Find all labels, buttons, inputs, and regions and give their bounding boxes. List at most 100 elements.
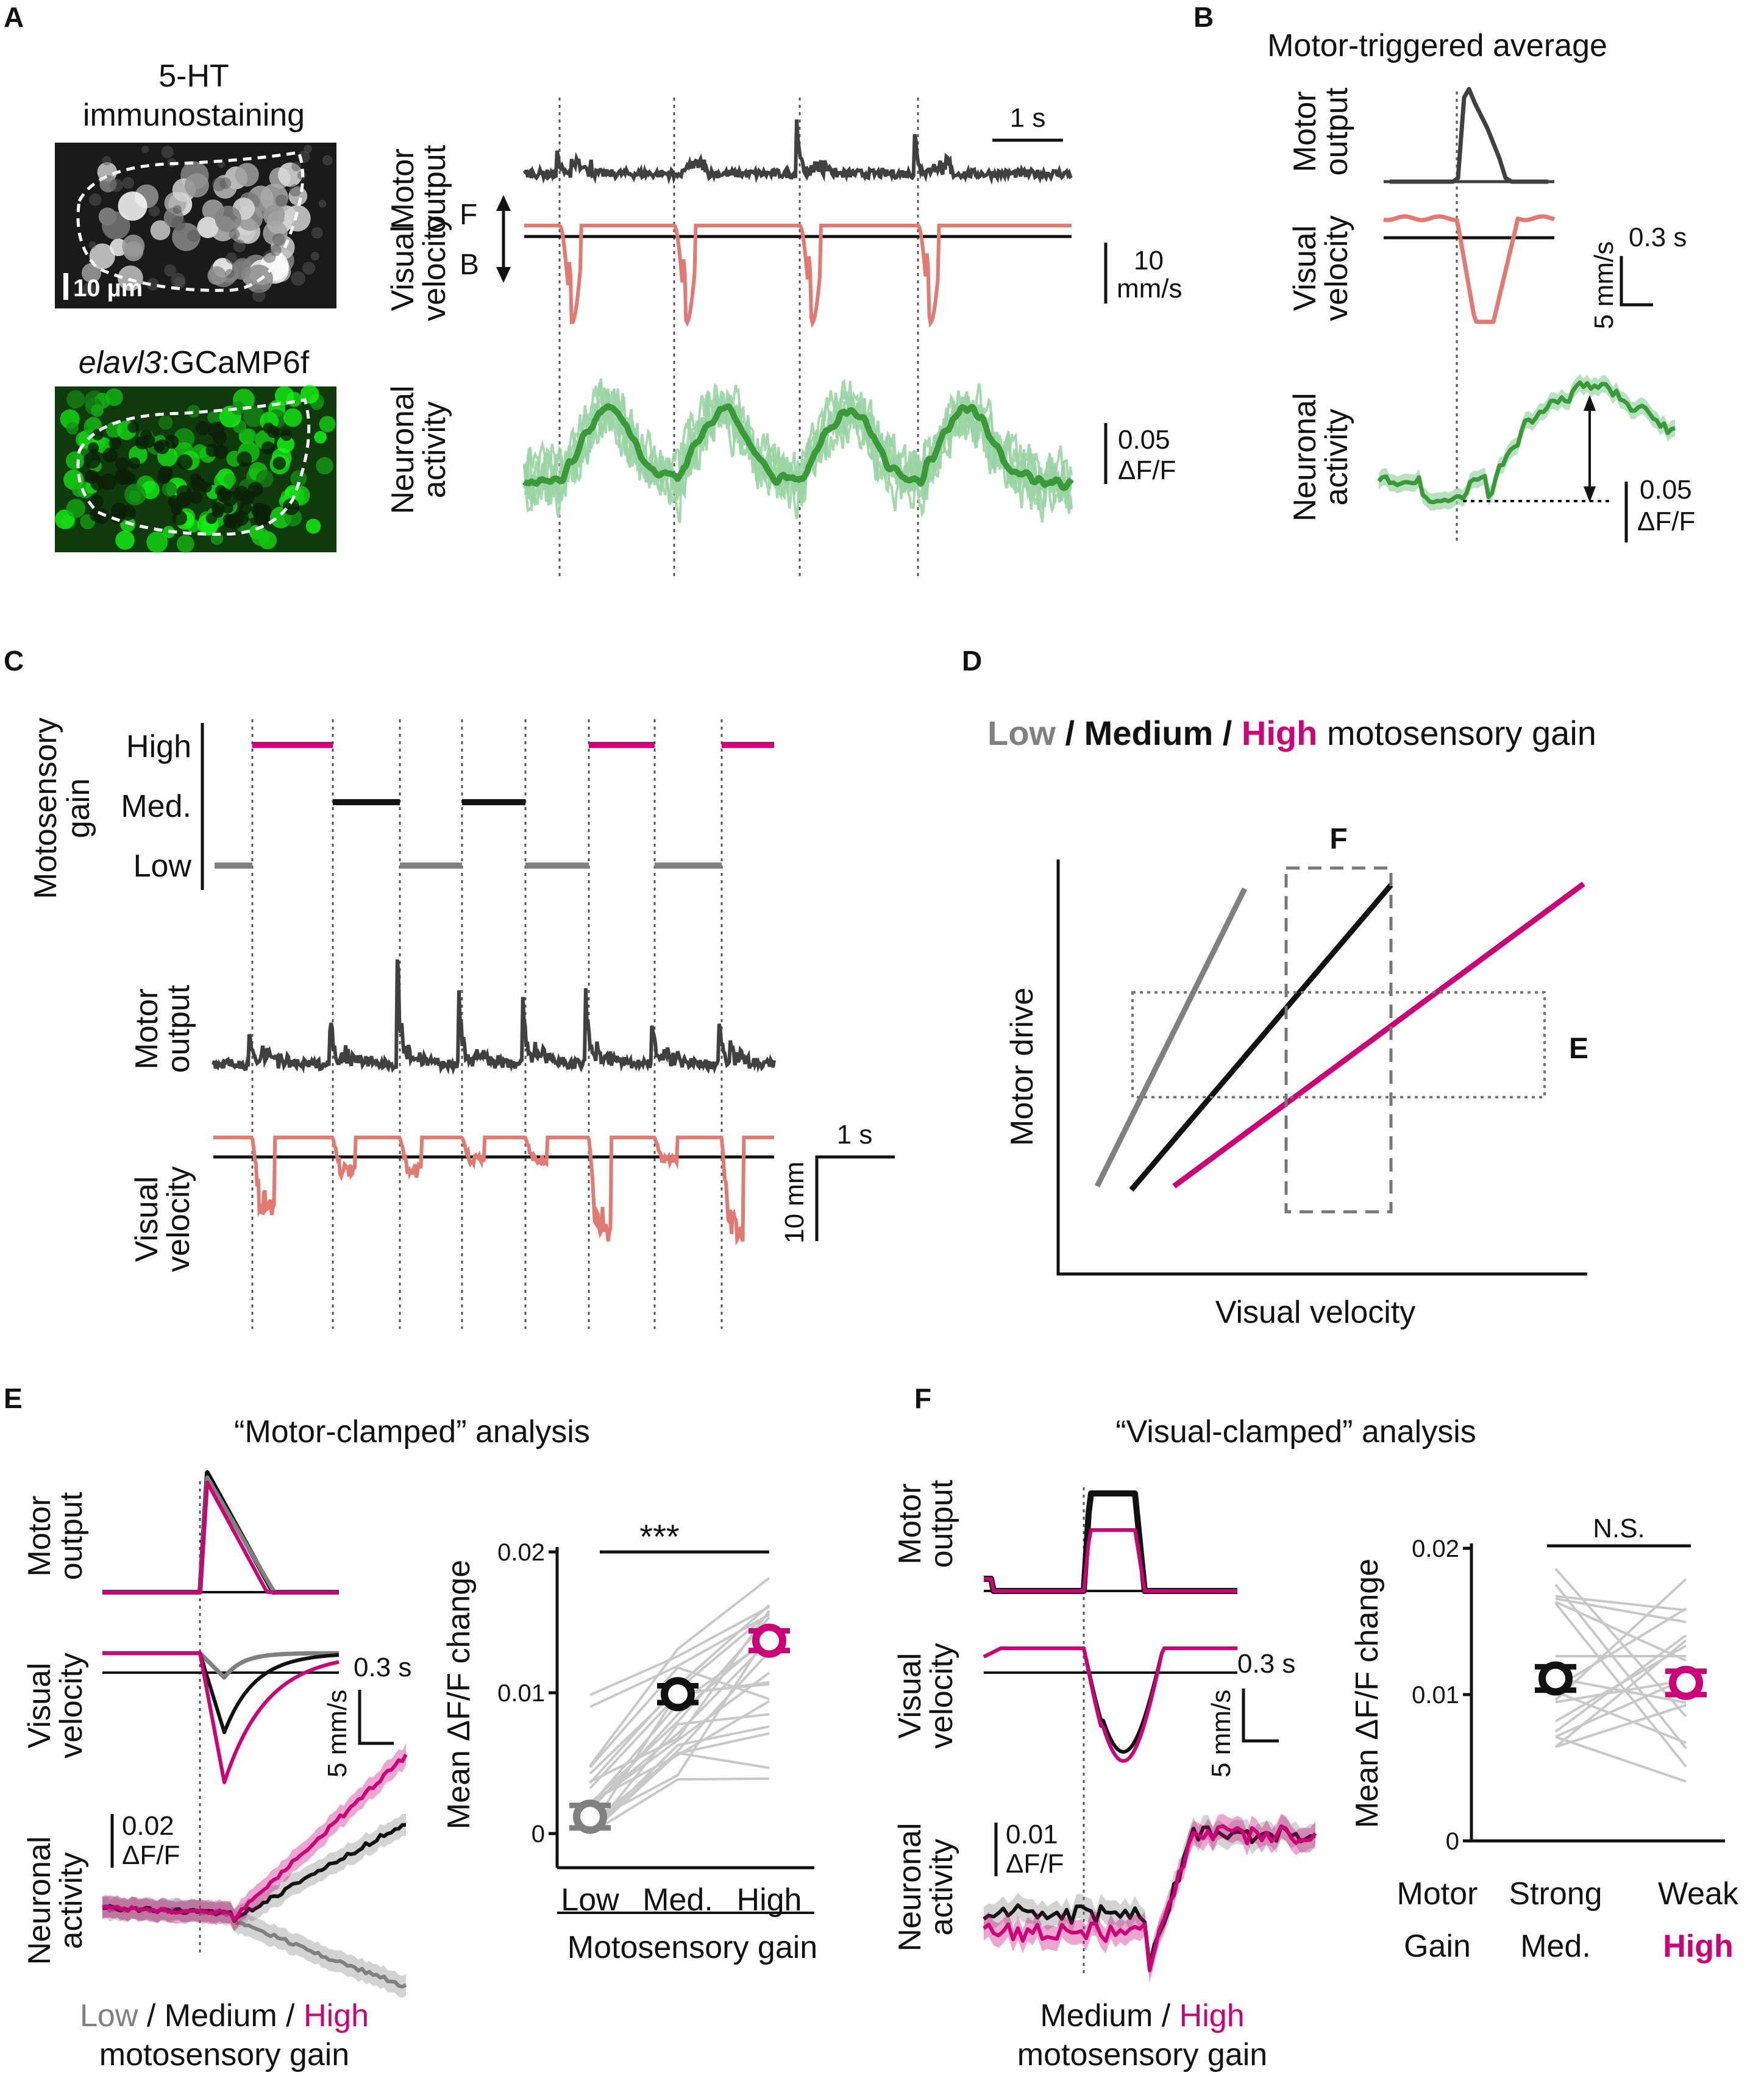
panel-c: Motosensory gain High Med. Low Motor out… xyxy=(28,717,895,1329)
panel-b-title: Motor-triggered average xyxy=(1267,28,1607,63)
motor-average-high xyxy=(102,1481,339,1594)
e-row-label-neuron: Neuronal activity xyxy=(22,1836,89,1965)
x-tick-label: Low xyxy=(561,1882,619,1918)
fish-line xyxy=(589,1651,770,1835)
c-visual-trace xyxy=(213,1136,774,1246)
d-ylabel: Motor drive xyxy=(1005,987,1040,1146)
svg-text:velocity: velocity xyxy=(1319,215,1354,321)
mean-marker xyxy=(661,1677,695,1712)
b-visual-average xyxy=(1383,214,1556,324)
b-velocity-scale: 5 mm/s xyxy=(1589,241,1619,329)
y-tick-label: 0 xyxy=(1446,1828,1459,1855)
neuron-mean-trace xyxy=(522,403,1074,491)
svg-text:activity: activity xyxy=(54,1852,89,1949)
y-tick-label: 0.02 xyxy=(497,1539,545,1566)
svg-text:gain: gain xyxy=(61,778,96,838)
d-line-low xyxy=(1094,888,1248,1187)
f-row-label-motor: Motor output xyxy=(892,1479,959,1568)
gcamp-micrograph xyxy=(55,385,336,553)
neuron-sem-low xyxy=(102,1895,406,1998)
svg-text:velocity: velocity xyxy=(924,1643,959,1748)
mean-marker xyxy=(1538,1661,1573,1696)
svg-text:Visual: Visual xyxy=(385,226,421,311)
svg-text:velocity: velocity xyxy=(417,215,452,321)
b-row-label-neuron: Neuronal activity xyxy=(1287,393,1354,521)
c-motor-trace xyxy=(212,959,776,1075)
d-line-medium xyxy=(1129,883,1393,1192)
d-label-f: F xyxy=(1329,823,1347,855)
d-label-e: E xyxy=(1569,1033,1588,1065)
svg-text:velocity: velocity xyxy=(54,1653,89,1758)
velocity-scale-value: 10 xyxy=(1134,246,1164,276)
e-time-scale: 0.3 s xyxy=(354,1653,411,1682)
fish-line xyxy=(1555,1597,1687,1623)
b-activity-arrow xyxy=(1584,395,1596,502)
svg-text:Motosensory: Motosensory xyxy=(28,717,63,899)
e-velocity-scale: 5 mm/s xyxy=(322,1690,352,1777)
fish-line xyxy=(589,1777,770,1835)
svg-text:output: output xyxy=(54,1492,89,1580)
fish-line xyxy=(589,1616,770,1805)
f-visual-average-medium xyxy=(983,1646,1237,1754)
b-scalebar xyxy=(1620,256,1653,307)
svg-text:Neuronal: Neuronal xyxy=(22,1836,57,1965)
svg-text:Motor: Motor xyxy=(129,989,165,1070)
b-time-scale: 0.3 s xyxy=(1629,222,1687,252)
f-significance: N.S. xyxy=(1593,1514,1645,1543)
neuron-sem-medium xyxy=(102,1813,406,1932)
panel-label-b: B xyxy=(1193,1,1214,33)
svg-text:output: output xyxy=(417,144,452,233)
panel-f: “Visual-clamped” analysis Motor output V… xyxy=(892,1414,1739,2073)
activity-scale-unit: ΔF/F xyxy=(1118,455,1176,485)
y-tick-label: 0.01 xyxy=(1412,1682,1459,1709)
svg-text:Motor: Motor xyxy=(892,1484,928,1565)
svg-text:output: output xyxy=(161,984,196,1073)
c-gain-schedule xyxy=(215,742,774,869)
svg-text:Neuronal: Neuronal xyxy=(892,1823,928,1951)
e-row-label-motor: Motor output xyxy=(22,1492,89,1580)
forward-label: F xyxy=(460,199,477,231)
f-visual-averages xyxy=(983,1646,1237,1763)
panel-label-e: E xyxy=(4,1382,23,1414)
f-motor-average-high xyxy=(984,1528,1237,1593)
svg-text:Visual: Visual xyxy=(129,1176,165,1262)
fish-line xyxy=(1554,1578,1687,1701)
fish-line xyxy=(589,1577,770,1767)
f-ylabel: Mean ΔF/F change xyxy=(1350,1559,1385,1828)
e-visual-averages xyxy=(102,1651,340,1784)
fish-line xyxy=(589,1614,770,1709)
e-legend-line2: motosensory gain xyxy=(99,2037,349,2073)
c-level-med: Med. xyxy=(121,789,191,824)
c-level-high: High xyxy=(126,729,191,764)
panel-label-f: F xyxy=(914,1382,931,1414)
c-time-scale: 1 s xyxy=(837,1120,873,1150)
e-title: “Motor-clamped” analysis xyxy=(234,1414,590,1450)
e-neuron-averages xyxy=(102,1743,408,1998)
panel-b: Motor-triggered average Motor output Vis… xyxy=(1267,28,1695,543)
micrograph-scale-label: 10 µm xyxy=(73,275,143,302)
time-scale-label: 1 s xyxy=(1010,103,1046,133)
fish-line xyxy=(1555,1676,1687,1704)
f-motor-average-medium xyxy=(983,1490,1238,1594)
svg-text:Motor: Motor xyxy=(22,1496,57,1577)
f-row-label-visual: Visual velocity xyxy=(892,1643,959,1748)
b-neuron-average xyxy=(1377,380,1676,505)
svg-text:activity: activity xyxy=(924,1839,959,1936)
fish-line xyxy=(589,1639,770,1807)
fish-line xyxy=(1555,1735,1687,1783)
svg-text:Motor: Motor xyxy=(385,149,421,230)
f-activity-value: 0.01 xyxy=(1006,1820,1058,1849)
stain-title-line1: 5-HT xyxy=(158,59,229,94)
svg-text:Visual: Visual xyxy=(1287,226,1323,311)
fish-line xyxy=(1555,1595,1687,1612)
fish-line xyxy=(589,1713,770,1835)
f-legend-line1: Medium / High xyxy=(1040,1998,1244,2034)
gcamp-title: elavl3:GCaMP6f xyxy=(79,345,310,380)
e-activity-value: 0.02 xyxy=(122,1811,174,1841)
f-rowlabel-gain: Gain xyxy=(1404,1929,1471,1964)
fish-line xyxy=(1554,1568,1687,1718)
svg-text:Neuronal: Neuronal xyxy=(1287,393,1323,521)
f-time-scale: 0.3 s xyxy=(1237,1649,1295,1679)
visual-average-medium xyxy=(102,1651,340,1734)
